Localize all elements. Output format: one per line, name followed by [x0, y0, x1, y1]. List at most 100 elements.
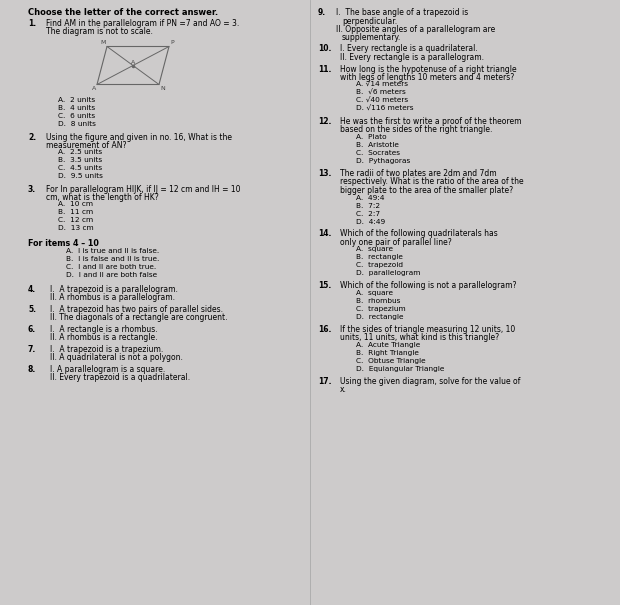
Text: Using the figure and given in no. 16, What is the: Using the figure and given in no. 16, Wh… [46, 132, 232, 142]
Text: D.  Pythagoras: D. Pythagoras [356, 158, 410, 164]
Text: A.  10 cm: A. 10 cm [58, 201, 93, 208]
Text: D.  parallelogram: D. parallelogram [356, 270, 420, 276]
Text: 16.: 16. [318, 325, 331, 334]
Text: I. Every rectangle is a quadrilateral.: I. Every rectangle is a quadrilateral. [340, 44, 478, 53]
Text: C.  2:7: C. 2:7 [356, 211, 380, 217]
Text: D.  9.5 units: D. 9.5 units [58, 174, 103, 180]
Text: A.  square: A. square [356, 246, 393, 252]
Text: B.  rhombus: B. rhombus [356, 298, 401, 304]
Text: Which of the following is not a parallelogram?: Which of the following is not a parallel… [340, 281, 516, 290]
Text: II. Every trapezoid is a quadrilateral.: II. Every trapezoid is a quadrilateral. [50, 373, 190, 382]
Text: I.  A rectangle is a rhombus.: I. A rectangle is a rhombus. [50, 325, 157, 334]
Text: D.  I and II are both false: D. I and II are both false [66, 272, 157, 278]
Text: measurement of AN?: measurement of AN? [46, 141, 126, 150]
Text: I.  A trapezoid is a trapezium.: I. A trapezoid is a trapezium. [50, 345, 163, 354]
Text: C.  I and II are both true.: C. I and II are both true. [66, 264, 156, 270]
Text: Which of the following quadrilaterals has: Which of the following quadrilaterals ha… [340, 229, 498, 238]
Text: How long is the hypotenuse of a right triangle: How long is the hypotenuse of a right tr… [340, 65, 516, 74]
Text: C. √40 meters: C. √40 meters [356, 98, 408, 104]
Text: with legs of lengths 10 meters and 4 meters?: with legs of lengths 10 meters and 4 met… [340, 73, 514, 82]
Text: 6.: 6. [28, 325, 36, 334]
Text: B.  Aristotle: B. Aristotle [356, 142, 399, 148]
Text: D. √116 meters: D. √116 meters [356, 106, 414, 112]
Text: II. Opposite angles of a parallelogram are: II. Opposite angles of a parallelogram a… [336, 25, 495, 34]
Text: 14.: 14. [318, 229, 331, 238]
Text: based on the sides of the right triangle.: based on the sides of the right triangle… [340, 125, 492, 134]
Text: 4.: 4. [28, 285, 36, 294]
Text: 1.: 1. [28, 19, 36, 27]
Text: A.  2.5 units: A. 2.5 units [58, 149, 102, 155]
Text: B.  rectangle: B. rectangle [356, 255, 403, 261]
Text: 9.: 9. [318, 8, 326, 17]
Text: A.  square: A. square [356, 290, 393, 296]
Text: C.  4.5 units: C. 4.5 units [58, 166, 102, 171]
Text: D.  Equiangular Triangle: D. Equiangular Triangle [356, 366, 445, 372]
Text: D.  8 units: D. 8 units [58, 122, 96, 128]
Text: 3.: 3. [28, 185, 36, 194]
Text: A. √14 meters: A. √14 meters [356, 82, 408, 88]
Text: A: A [131, 59, 135, 65]
Text: A.  I is true and II is false.: A. I is true and II is false. [66, 248, 159, 254]
Text: I.  A trapezoid is a parallelogram.: I. A trapezoid is a parallelogram. [50, 285, 178, 294]
Text: A: A [92, 87, 96, 91]
Text: C.  12 cm: C. 12 cm [58, 218, 93, 223]
Text: For items 4 – 10: For items 4 – 10 [28, 238, 99, 247]
Text: bigger plate to the area of the smaller plate?: bigger plate to the area of the smaller … [340, 186, 513, 195]
Text: D.  rectangle: D. rectangle [356, 314, 404, 320]
Text: N: N [160, 87, 165, 91]
Text: x.: x. [340, 385, 347, 394]
Text: C.  trapezium: C. trapezium [356, 306, 405, 312]
Text: Choose the letter of the correct answer.: Choose the letter of the correct answer. [28, 8, 218, 17]
Text: 15.: 15. [318, 281, 331, 290]
Text: II. A quadrilateral is not a polygon.: II. A quadrilateral is not a polygon. [50, 353, 183, 362]
Text: supplementary.: supplementary. [342, 33, 401, 42]
Text: B.  7:2: B. 7:2 [356, 203, 380, 209]
Text: 12.: 12. [318, 117, 331, 126]
Text: only one pair of parallel line?: only one pair of parallel line? [340, 238, 452, 247]
Text: I.  The base angle of a trapezoid is: I. The base angle of a trapezoid is [336, 8, 468, 17]
Text: 7.: 7. [28, 345, 36, 354]
Text: B.  Right Triangle: B. Right Triangle [356, 350, 419, 356]
Text: 11.: 11. [318, 65, 331, 74]
Text: Find AM in the parallelogram if PN =7 and AO = 3.: Find AM in the parallelogram if PN =7 an… [46, 19, 239, 27]
Text: respectively. What is the ratio of the area of the: respectively. What is the ratio of the a… [340, 177, 524, 186]
Text: Using the given diagram, solve for the value of: Using the given diagram, solve for the v… [340, 377, 520, 386]
Text: A.  Acute Triangle: A. Acute Triangle [356, 342, 420, 348]
Text: He was the first to write a proof of the theorem: He was the first to write a proof of the… [340, 117, 521, 126]
Text: 10.: 10. [318, 44, 331, 53]
Text: perpendicular.: perpendicular. [342, 16, 397, 25]
Text: I.  A trapezoid has two pairs of parallel sides.: I. A trapezoid has two pairs of parallel… [50, 305, 223, 314]
Text: M: M [100, 39, 106, 45]
Text: C.  6 units: C. 6 units [58, 114, 95, 120]
Text: II. The diagonals of a rectangle are congruent.: II. The diagonals of a rectangle are con… [50, 313, 228, 322]
Text: C.  Obtuse Triangle: C. Obtuse Triangle [356, 358, 425, 364]
Text: C.  Socrates: C. Socrates [356, 150, 400, 156]
Text: B.  11 cm: B. 11 cm [58, 209, 93, 215]
Text: B.  √6 meters: B. √6 meters [356, 90, 405, 96]
Text: The diagram is not to scale.: The diagram is not to scale. [46, 27, 153, 36]
Text: B.  I is false and II is true.: B. I is false and II is true. [66, 256, 159, 262]
Text: The radii of two plates are 2dm and 7dm: The radii of two plates are 2dm and 7dm [340, 169, 497, 178]
Text: cm, what is the length of HK?: cm, what is the length of HK? [46, 193, 159, 202]
Text: II. Every rectangle is a parallelogram.: II. Every rectangle is a parallelogram. [340, 53, 484, 62]
Text: If the sides of triangle measuring 12 units, 10: If the sides of triangle measuring 12 un… [340, 325, 515, 334]
Text: 17.: 17. [318, 377, 332, 386]
Text: 8.: 8. [28, 365, 36, 374]
Text: units, 11 units, what kind is this triangle?: units, 11 units, what kind is this trian… [340, 333, 499, 342]
Text: A.  2 units: A. 2 units [58, 97, 95, 103]
Text: A.  49:4: A. 49:4 [356, 194, 384, 200]
Text: 2.: 2. [28, 132, 36, 142]
Text: B.  4 units: B. 4 units [58, 105, 95, 111]
Text: A.  Plato: A. Plato [356, 134, 387, 140]
Text: P: P [170, 39, 174, 45]
Text: D.  4:49: D. 4:49 [356, 218, 385, 224]
Text: 5.: 5. [28, 305, 36, 314]
Text: D.  13 cm: D. 13 cm [58, 226, 94, 232]
Text: For In parallelogram HIJK, if IJ = 12 cm and IH = 10: For In parallelogram HIJK, if IJ = 12 cm… [46, 185, 241, 194]
Text: I. A parallelogram is a square.: I. A parallelogram is a square. [50, 365, 166, 374]
Text: 13.: 13. [318, 169, 331, 178]
Text: II. A rhombus is a rectangle.: II. A rhombus is a rectangle. [50, 333, 157, 342]
Text: C.  trapezoid: C. trapezoid [356, 263, 403, 269]
Text: B.  3.5 units: B. 3.5 units [58, 157, 102, 163]
Text: II. A rhombus is a parallelogram.: II. A rhombus is a parallelogram. [50, 293, 175, 302]
